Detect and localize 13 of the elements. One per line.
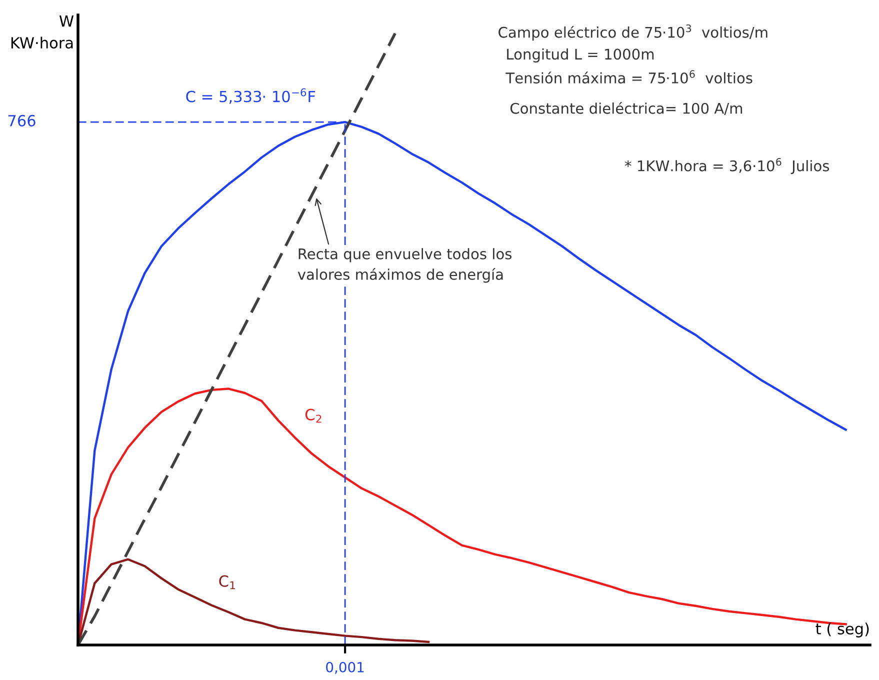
annotation: Longitud L = 1000m (507, 48, 654, 63)
series-label: C = 5,333· 10$^{−6}$F (186, 88, 316, 104)
series-label: C$_{2}$ (305, 408, 322, 423)
annotation: Constante dieléctrica= 100 A/m (510, 102, 742, 116)
series-label: C$_{1}$ (219, 575, 235, 590)
annotation: Campo eléctrico de 75·10$^{3}$ voltios/m (498, 24, 768, 41)
x-axis-title: t ( seg) (816, 622, 869, 638)
annotation: Tensión máxima = 75·10$^{6}$ voltios (506, 70, 752, 84)
y-axis-title: W KW·hora (11, 15, 74, 49)
text: 0,001 (326, 662, 364, 674)
annotation: * 1KW.hora = 3,6·10$^{6}$ Julios (624, 158, 830, 174)
text: 766 (8, 114, 36, 126)
annotation: Recta que envuelve todos los valores máximos de energía (298, 248, 512, 283)
